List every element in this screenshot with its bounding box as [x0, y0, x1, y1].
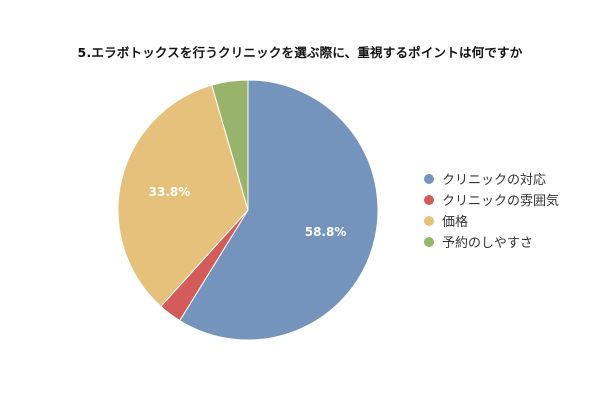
legend-item-0: クリニックの対応 — [424, 168, 559, 189]
legend-label-3: 予約のしやすさ — [442, 236, 533, 251]
legend-label-1: クリニックの雰囲気 — [442, 194, 560, 209]
pie-slice-3 — [211, 79, 249, 211]
data-label-0: 58.8% — [305, 225, 347, 239]
chart-title: 5.エラボトックスを行うクリニックを選ぶ際に、重視するポイントは何ですか — [77, 45, 523, 60]
legend-swatch-1 — [424, 194, 434, 205]
legend-swatch-3 — [424, 236, 434, 247]
legend-item-2: 価格 — [424, 210, 559, 231]
legend-label-2: 価格 — [442, 215, 469, 230]
pie-slice-0 — [179, 79, 379, 341]
chart-legend: クリニックの対応 クリニックの雰囲気 価格予約のしやすさ — [424, 168, 559, 252]
legend-item-1: クリニックの雰囲気 — [424, 189, 559, 210]
legend-swatch-0 — [424, 173, 434, 184]
legend-swatch-2 — [424, 215, 434, 226]
legend-item-3: 予約のしやすさ — [424, 231, 559, 252]
legend-label-0: クリニックの対応 — [442, 173, 547, 188]
data-label-2: 33.8% — [149, 185, 191, 199]
pie-slice-2 — [117, 84, 249, 308]
